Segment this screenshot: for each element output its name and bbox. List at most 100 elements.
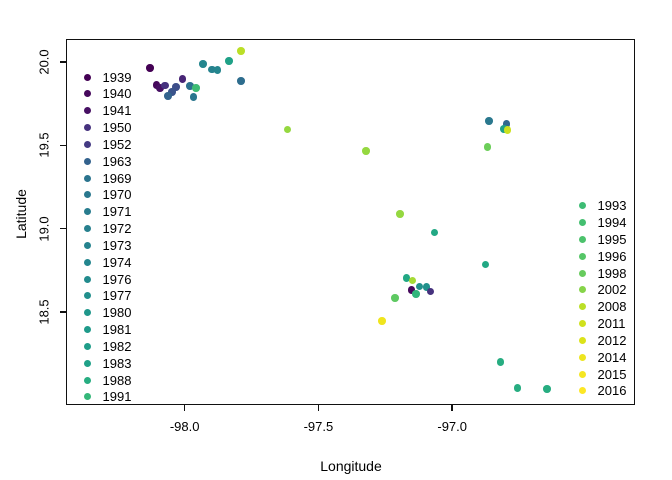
x-axis-tick-label: -98.0 bbox=[169, 419, 200, 434]
data-point bbox=[189, 93, 198, 101]
legend-row: 1939 bbox=[83, 69, 131, 86]
data-point bbox=[513, 384, 522, 392]
y-axis-tick bbox=[60, 61, 66, 63]
legend-year-label: 1981 bbox=[102, 322, 132, 338]
data-point bbox=[208, 65, 216, 74]
legend-year-label: 1941 bbox=[102, 103, 132, 119]
legend-color-dot bbox=[83, 191, 91, 199]
y-axis-tick-label: 18.5 bbox=[36, 299, 52, 325]
legend-color-dot bbox=[578, 235, 586, 243]
legend-color-dot bbox=[578, 303, 586, 311]
y-axis-title: Latitude bbox=[13, 189, 29, 239]
data-point bbox=[156, 84, 164, 92]
legend-year-label: 1982 bbox=[102, 338, 132, 354]
legend-year-label: 1991 bbox=[102, 389, 132, 405]
legend-color-dot bbox=[578, 320, 586, 328]
data-point bbox=[192, 84, 200, 92]
data-point bbox=[430, 228, 439, 237]
legend-color-dot bbox=[83, 292, 91, 300]
data-point bbox=[178, 75, 187, 83]
legend-color-dot bbox=[83, 124, 91, 132]
y-axis-tick bbox=[60, 311, 66, 313]
legend-year-label: 1952 bbox=[102, 136, 132, 152]
legend-row: 1988 bbox=[83, 372, 131, 389]
legend-row: 1976 bbox=[83, 271, 132, 288]
legend-color-dot bbox=[578, 387, 586, 395]
y-axis-tick-label: 20.0 bbox=[36, 49, 52, 75]
legend-row: 1970 bbox=[83, 186, 131, 203]
legend-year-label: 1950 bbox=[102, 120, 132, 136]
data-point bbox=[503, 126, 512, 134]
x-axis-tick bbox=[183, 404, 186, 411]
legend-color-dot bbox=[83, 157, 91, 165]
data-point bbox=[415, 282, 424, 291]
legend-color-dot bbox=[83, 107, 91, 115]
legend-color-dot bbox=[578, 202, 586, 210]
legend-color-dot bbox=[578, 370, 586, 378]
data-point bbox=[408, 276, 417, 285]
legend-color-dot bbox=[83, 326, 91, 334]
data-point bbox=[502, 120, 511, 128]
legend-year-label: 1977 bbox=[102, 288, 132, 304]
legend-row: 1994 bbox=[578, 214, 626, 231]
legend-year-label: 1983 bbox=[102, 355, 132, 371]
legend-row: 2011 bbox=[578, 315, 626, 332]
legend-year-label: 1973 bbox=[102, 237, 132, 253]
legend-color-dot bbox=[578, 252, 586, 260]
legend-year-label: 1976 bbox=[102, 271, 132, 287]
legend-row: 1996 bbox=[578, 248, 626, 265]
y-axis-tick-label: 19.5 bbox=[36, 132, 52, 158]
legend-color-dot bbox=[83, 140, 91, 148]
data-point bbox=[199, 60, 207, 68]
legend-year-label: 2011 bbox=[597, 316, 626, 332]
data-point bbox=[362, 147, 370, 155]
legend-color-dot bbox=[83, 90, 91, 98]
legend-color-dot bbox=[578, 353, 586, 361]
x-axis-title: Longitude bbox=[320, 458, 382, 474]
legend-row: 1963 bbox=[83, 153, 131, 170]
legend-color-dot bbox=[578, 286, 586, 294]
legend-row: 2014 bbox=[578, 349, 627, 366]
data-point bbox=[483, 143, 492, 151]
data-point bbox=[402, 274, 411, 282]
legend-color-dot bbox=[83, 174, 91, 182]
legend-row: 1973 bbox=[83, 237, 132, 254]
legend-row: 1940 bbox=[83, 85, 132, 102]
data-point bbox=[496, 358, 505, 366]
legend-year-label: 1972 bbox=[102, 221, 132, 237]
legend-color-dot bbox=[578, 269, 586, 277]
legend-color-dot bbox=[578, 336, 586, 344]
legend-year-label: 2002 bbox=[597, 282, 627, 298]
legend-color-dot bbox=[83, 393, 91, 401]
legend-row: 1952 bbox=[83, 136, 132, 153]
legend-year-label: 1940 bbox=[102, 86, 132, 102]
legend-color-dot bbox=[83, 73, 91, 81]
legend-color-dot bbox=[578, 219, 586, 227]
data-point bbox=[422, 283, 431, 291]
legend-year-label: 1969 bbox=[102, 170, 132, 186]
data-point bbox=[378, 317, 386, 325]
legend-row: 1972 bbox=[83, 220, 132, 237]
data-point bbox=[164, 92, 172, 100]
y-axis-tick-label: 19.0 bbox=[36, 216, 52, 242]
legend-color-dot bbox=[83, 342, 91, 350]
data-point bbox=[237, 77, 245, 85]
data-point bbox=[426, 287, 435, 296]
data-point bbox=[481, 260, 490, 269]
x-axis-tick bbox=[317, 404, 320, 411]
x-axis-tick-label: -97.5 bbox=[303, 419, 334, 434]
y-axis-tick bbox=[60, 227, 66, 230]
legend-row: 2012 bbox=[578, 332, 626, 349]
legend-year-label: 1998 bbox=[597, 265, 627, 281]
legend-row: 1981 bbox=[83, 321, 132, 338]
legend-row: 2008 bbox=[578, 298, 626, 315]
legend-year-label: 1974 bbox=[102, 254, 132, 270]
data-point bbox=[225, 57, 233, 65]
legend-year-label: 2014 bbox=[597, 349, 627, 365]
data-point bbox=[186, 82, 194, 90]
legend-year-label: 1995 bbox=[597, 231, 627, 247]
data-point bbox=[172, 83, 180, 91]
legend-row: 1998 bbox=[578, 265, 627, 282]
data-point bbox=[213, 66, 222, 74]
